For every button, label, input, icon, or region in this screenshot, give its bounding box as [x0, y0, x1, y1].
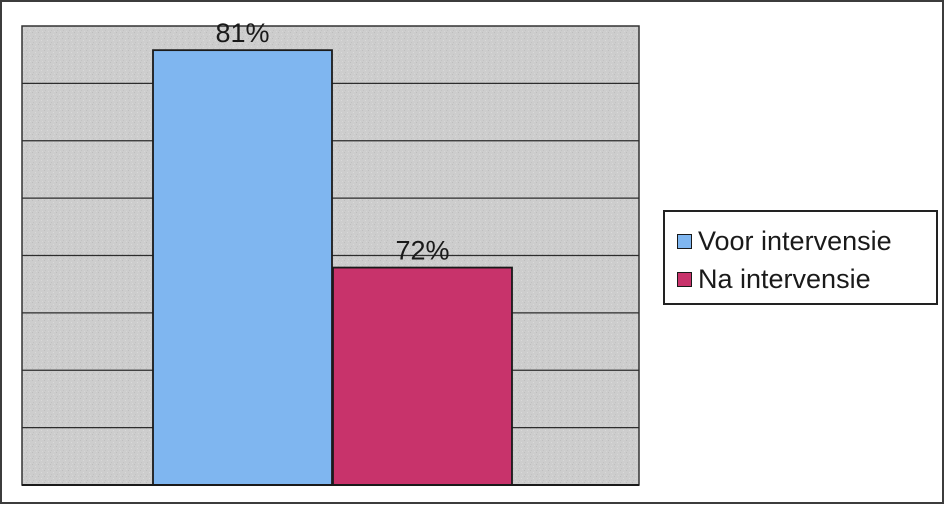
bar-voor — [152, 49, 333, 486]
data-label-na: 72% — [395, 236, 449, 266]
legend-swatch-na — [677, 271, 692, 287]
legend-label-na: Na intervensie — [698, 263, 871, 294]
legend-item-voor: Voor intervensie — [677, 223, 936, 259]
legend-label-voor: Voor intervensie — [698, 225, 892, 256]
chart-legend: Voor intervensie Na intervensie — [663, 210, 938, 305]
bar-na — [332, 266, 513, 486]
legend-item-na: Na intervensie — [677, 261, 936, 297]
data-label-voor: 81% — [215, 18, 269, 48]
legend-swatch-voor — [677, 233, 692, 249]
